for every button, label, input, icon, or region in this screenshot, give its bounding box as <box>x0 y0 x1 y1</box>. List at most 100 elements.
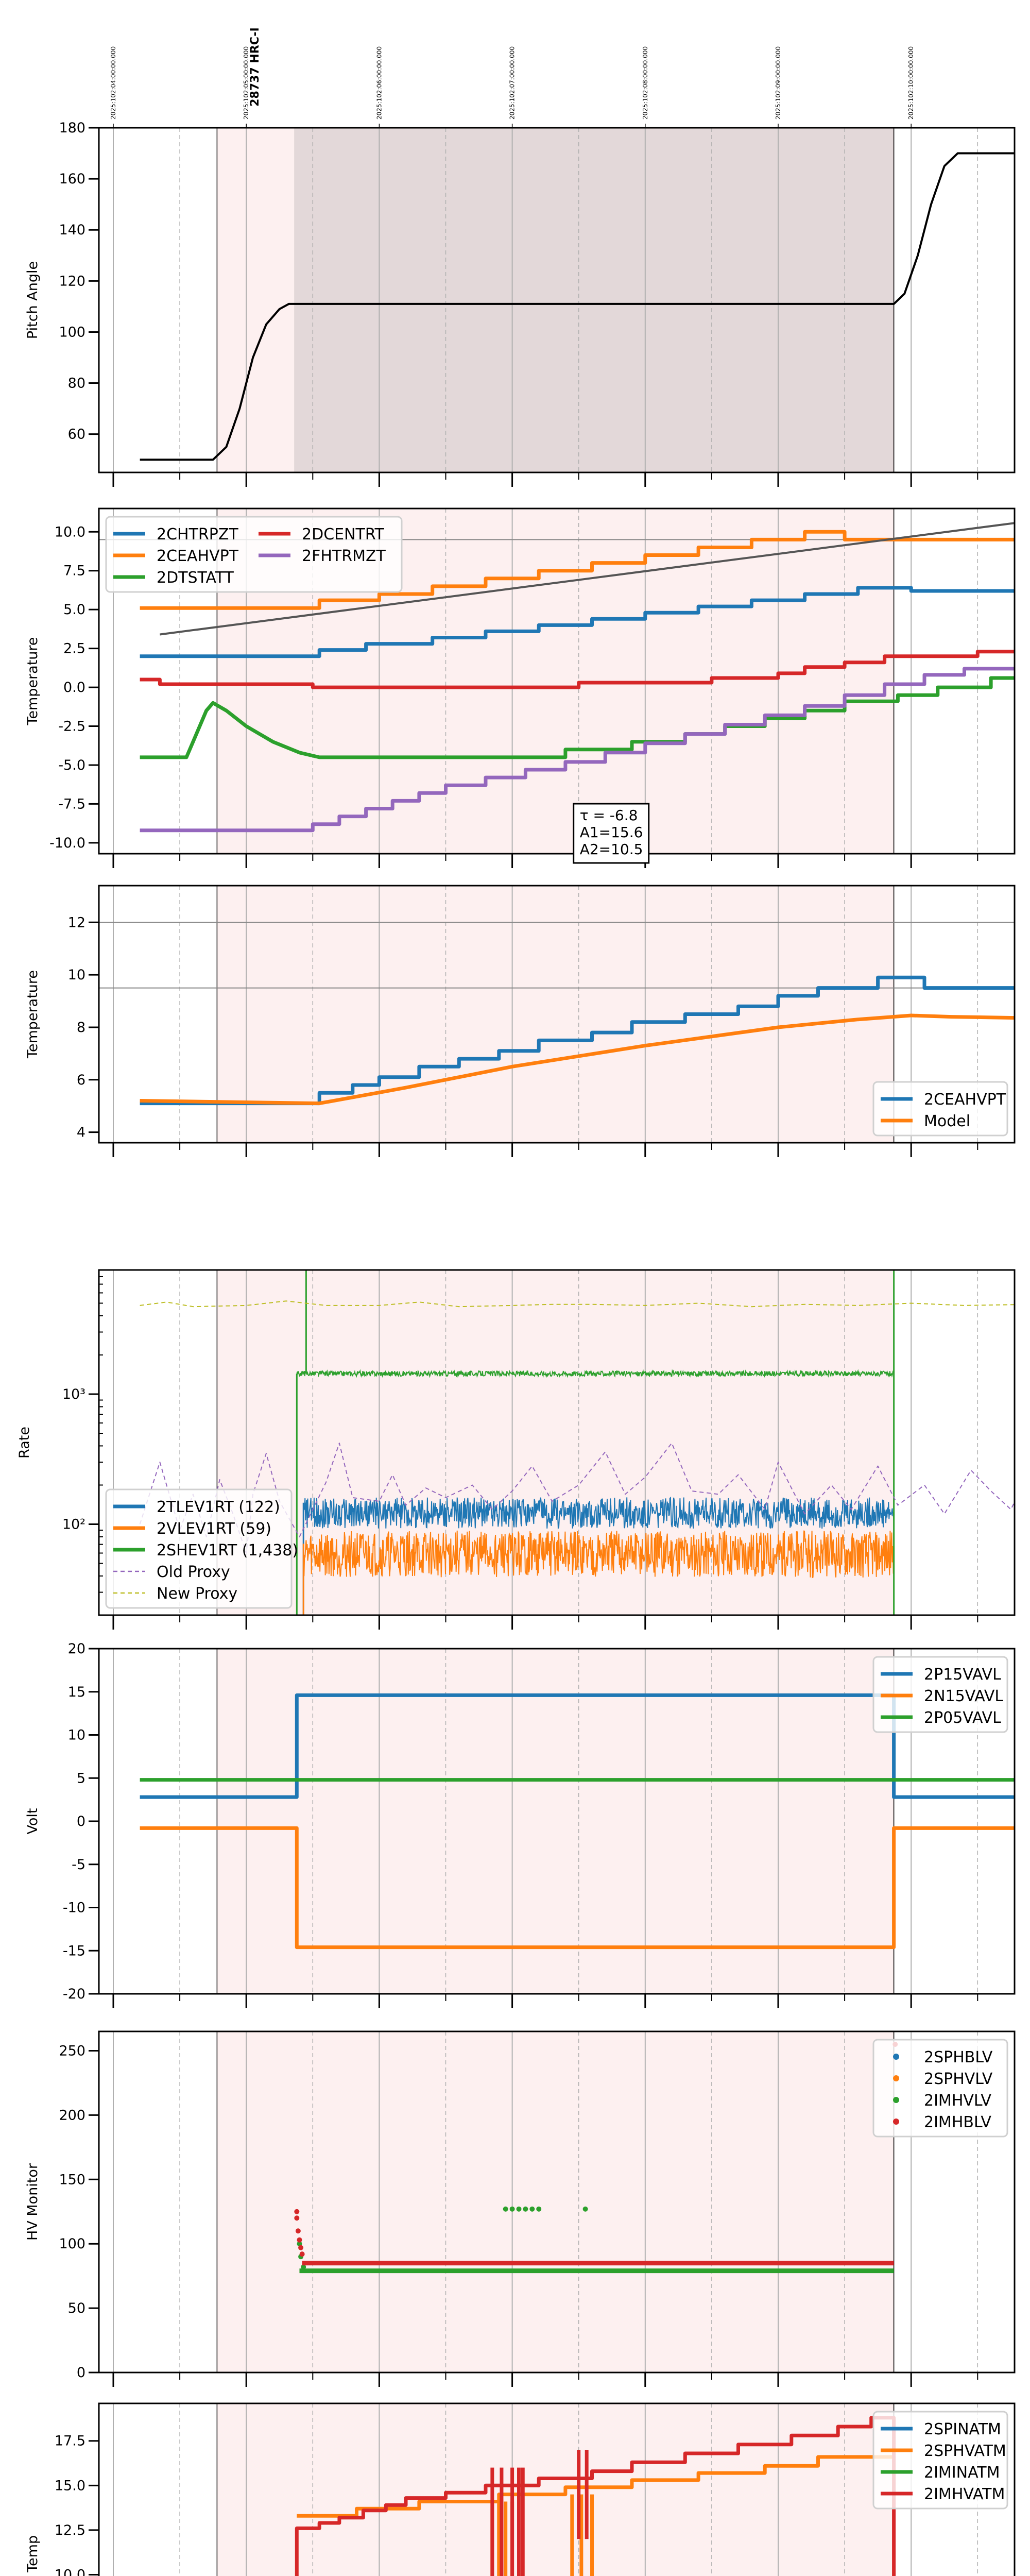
y-tick-label: 10.0 <box>55 524 85 540</box>
y-tick-label: 120 <box>59 273 85 289</box>
y-tick-label: 10² <box>62 1516 85 1532</box>
y-tick-label: 8 <box>77 1020 85 1036</box>
legend-label: 2TLEV1RT (122) <box>157 1498 280 1516</box>
legend-label: 2P15VAVL <box>924 1666 1001 1684</box>
legend-label: New Proxy <box>157 1585 237 1603</box>
y-axis-label: Pitch Angle <box>25 261 41 339</box>
y-tick-label: -10.0 <box>49 835 85 851</box>
legend-label: 2SPHVLV <box>924 2070 993 2088</box>
panel-temps-1: -10.0 -7.5 -5.0 -2.5 0.0 2.5 5.0 7.5 10.0 Tempera… <box>25 507 1016 868</box>
point-2IMHBLV <box>298 2245 304 2250</box>
y-tick-label: 7.5 <box>63 563 85 579</box>
legend-label: 2DCENTRT <box>302 526 385 544</box>
series-2TLEV1RT <box>303 1496 895 1530</box>
legend-marker <box>893 2075 899 2081</box>
y-tick-label: 10.0 <box>55 2567 85 2576</box>
legend-label: 2SPHBLV <box>924 2048 993 2066</box>
y-axis-label: Rate <box>16 1427 32 1459</box>
y-tick-label: 160 <box>59 171 85 187</box>
series-2CEAHVPT <box>140 530 1015 610</box>
series-Pitch <box>140 152 1015 461</box>
legend-label: 2SPINATM <box>924 2420 1001 2438</box>
legend: 2CEAHVPT Model <box>872 1081 1008 1137</box>
shaded-region <box>217 1649 894 1994</box>
y-tick-label: 50 <box>68 2300 85 2316</box>
axes-frame <box>98 127 1016 473</box>
y-tick-label: 250 <box>59 2043 85 2059</box>
y-tick-label: 60 <box>68 427 85 443</box>
y-tick-label: 100 <box>59 2236 85 2252</box>
legend-frame <box>872 2039 1008 2138</box>
panel-temps-2: 4 6 8 10 12 Temperature 2CEAHVPT Model <box>25 885 1016 1157</box>
point-2IMHVLV <box>523 2206 528 2212</box>
y-tick-label: 10³ <box>62 1386 85 1402</box>
legend-label: 2IMHVATM <box>924 2485 1005 2503</box>
axes-frame <box>98 2030 1016 2374</box>
series-2SHEV1RT <box>296 1369 894 1378</box>
point-2IMHBLV <box>297 2237 302 2243</box>
point-2IMHBLV <box>299 2251 305 2257</box>
y-tick-label: 100 <box>59 324 85 340</box>
annotation-text: A1=15.6 <box>580 824 643 841</box>
legend-label: 2CEAHVPT <box>924 1091 1006 1109</box>
axes-frame <box>98 1269 1016 1616</box>
plot-area <box>295 2416 896 2576</box>
axes-frame <box>98 885 1016 1144</box>
top-time-label: 2025:102:05:00:00.000 <box>243 46 250 120</box>
axes-frame <box>98 2402 1016 2576</box>
y-tick-label: 4 <box>77 1125 85 1141</box>
point-2IMHVLV <box>509 2206 515 2212</box>
y-tick-label: 15.0 <box>55 2478 85 2494</box>
legend-label: 2DTSTATT <box>157 569 234 587</box>
legend-marker <box>893 2097 899 2103</box>
y-tick-label: 12 <box>68 914 85 930</box>
y-tick-label: -2.5 <box>58 719 85 735</box>
legend-marker <box>893 2119 899 2125</box>
top-time-labels: 2025:102:04:00:00.000 2025:102:05:00:00.0… <box>110 27 915 128</box>
legend-label: 2IMHBLV <box>924 2113 991 2131</box>
legend-marker <box>893 2054 899 2060</box>
legend-frame <box>105 516 403 593</box>
series-2FHTRMZT <box>140 667 1015 833</box>
plot-area <box>294 2041 898 2274</box>
y-tick-label: -7.5 <box>58 796 85 812</box>
series-Model <box>160 522 1015 636</box>
panel-volts: -20-15-10-505101520Volt2P15VAVL2N15VAVL2… <box>25 1641 1016 2008</box>
y-tick-label: 10 <box>68 967 85 983</box>
series-2VLEV1RT <box>303 1530 895 1579</box>
y-tick-label: 17.5 <box>55 2433 85 2449</box>
obs-label: 28737 HRC-I <box>249 27 262 107</box>
y-tick-label: 5.0 <box>63 602 85 618</box>
legend-label: 2SPHVATM <box>924 2442 1006 2460</box>
top-time-label: 2025:102:06:00:00.000 <box>375 46 383 120</box>
shaded-region <box>217 2403 894 2576</box>
y-tick-label: 5 <box>77 1770 85 1786</box>
y-tick-label: -15 <box>63 1943 85 1959</box>
top-time-label: 2025:102:09:00:00.000 <box>775 46 782 120</box>
top-time-label: 2025:102:08:00:00.000 <box>642 46 649 120</box>
series-2N15VAVL <box>140 1826 1015 1950</box>
y-axis-label: Temperature <box>25 637 41 725</box>
series-2SPHVATM <box>297 2455 894 2518</box>
legend-label: 2N15VAVL <box>924 1687 1003 1705</box>
point-2IMHVLV <box>503 2206 508 2212</box>
y-tick-label: 12.5 <box>55 2522 85 2538</box>
point-2IMHVLV <box>516 2206 522 2212</box>
legend-label: 2CEAHVPT <box>157 547 239 565</box>
legend-label: Old Proxy <box>157 1563 230 1581</box>
series-2CEAHVPT <box>140 975 1015 1106</box>
shaded-region <box>217 2031 894 2372</box>
y-tick-label: 20 <box>68 1641 85 1657</box>
y-axis-label: HV Monitor <box>25 2163 41 2241</box>
panel-pitch: 60 80 100 120 140 160 180 Pitch Angle <box>25 120 1016 487</box>
point-2IMHVLV <box>536 2206 542 2212</box>
legend-label: 2P05VAVL <box>924 1709 1001 1727</box>
axes-frame <box>98 507 1016 855</box>
top-time-label: 2025:102:04:00:00.000 <box>110 46 117 120</box>
legend-label: 2CHTRPZT <box>157 526 238 544</box>
legend: 2P15VAVL 2N15VAVL 2P05VAVL <box>872 1656 1008 1733</box>
point-2IMHVLV <box>301 2264 306 2270</box>
plot-area <box>140 1693 1015 1950</box>
top-time-label: 2025:102:10:00:00.000 <box>907 46 915 120</box>
